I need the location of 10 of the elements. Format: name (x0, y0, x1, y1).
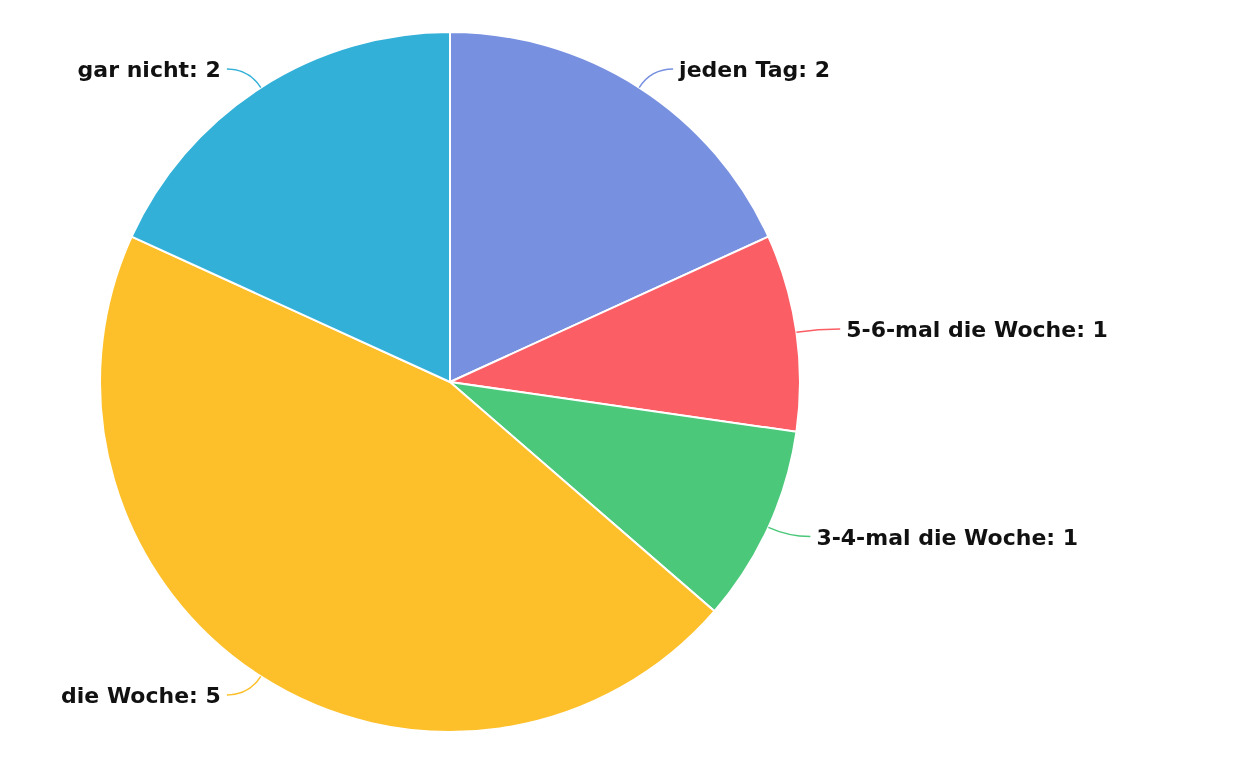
slice-label: gar nicht (77, 57, 190, 83)
data-label: : 5 (189, 682, 221, 708)
slice-label: jeden Tag (678, 57, 799, 83)
slice-label: die Woche (61, 682, 190, 708)
data-label: : 2 (798, 57, 831, 83)
data-label: : 2 (189, 57, 221, 83)
slice-label: 3-4-mal die Woche (816, 524, 1047, 550)
slice-label: 5-6-mal die Woche (846, 317, 1077, 343)
data-label: : 1 (1046, 524, 1079, 550)
data-label: : 1 (1076, 317, 1108, 343)
